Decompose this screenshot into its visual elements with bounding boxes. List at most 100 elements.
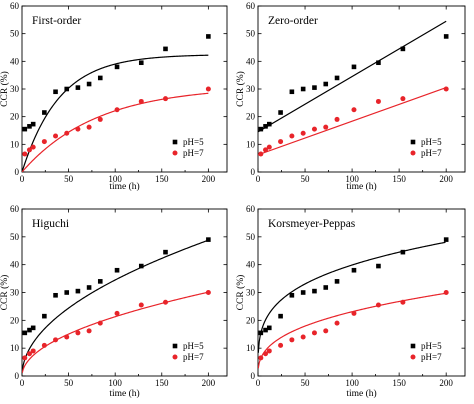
data-point — [97, 75, 103, 81]
data-point — [323, 328, 329, 334]
legend-marker — [410, 150, 416, 156]
data-point — [300, 334, 306, 340]
x-tick-label: 50 — [64, 174, 74, 184]
y-tick-label: 30 — [10, 84, 20, 94]
data-point — [311, 126, 317, 132]
legend: pH=5pH=7 — [410, 137, 442, 158]
data-point — [75, 288, 81, 294]
x-tick-label: 200 — [439, 174, 453, 184]
y-tick-label: 10 — [10, 343, 20, 353]
data-point — [30, 348, 36, 354]
x-tick-label: 200 — [439, 378, 453, 388]
data-point — [323, 124, 329, 130]
y-axis-title: CCR (%) — [235, 275, 246, 311]
data-point — [289, 89, 295, 95]
y-tick-label: 40 — [246, 260, 256, 270]
fit-curve — [258, 20, 447, 133]
data-point — [311, 330, 317, 336]
data-point — [443, 237, 449, 242]
legend-marker — [410, 139, 416, 145]
data-point — [289, 337, 295, 343]
fit-curve — [258, 292, 446, 369]
data-point — [22, 126, 28, 132]
data-point — [64, 130, 70, 136]
data-point — [163, 299, 168, 305]
x-tick-label: 200 — [202, 378, 216, 388]
data-point — [42, 110, 47, 115]
series-ph7 — [22, 86, 211, 172]
data-point — [138, 60, 144, 66]
data-point — [376, 60, 381, 66]
y-tick-label: 0 — [251, 167, 256, 177]
legend-label: pH=5 — [421, 341, 442, 351]
data-point — [266, 121, 272, 127]
data-point — [75, 126, 81, 132]
chart-panel-1: 0 50 100 150 200 0 10 20 30 40 50 60 time (h) CCR (%)… — [0, 1, 228, 192]
data-point — [97, 320, 103, 326]
data-point — [30, 325, 36, 331]
data-point — [27, 327, 32, 333]
data-point — [22, 355, 28, 361]
x-axis-title: time (h) — [109, 388, 139, 399]
data-point — [351, 64, 357, 70]
data-point — [205, 290, 211, 295]
data-point — [351, 107, 357, 113]
data-point — [266, 348, 272, 354]
data-point — [138, 302, 144, 308]
data-point — [334, 75, 340, 81]
data-point — [26, 147, 32, 153]
data-point — [163, 46, 168, 52]
fit-curve — [258, 87, 447, 156]
data-point — [163, 249, 168, 255]
y-tick-label: 40 — [246, 56, 256, 66]
data-point — [278, 110, 283, 115]
x-tick-label: 50 — [301, 174, 311, 184]
data-point — [263, 327, 268, 333]
data-point — [206, 237, 211, 242]
data-point — [22, 151, 28, 157]
x-tick-label: 150 — [392, 174, 406, 184]
data-point — [278, 139, 284, 145]
data-point — [334, 116, 340, 122]
data-point — [206, 34, 211, 39]
data-point — [300, 290, 306, 295]
data-point — [163, 96, 168, 102]
y-tick-label: 50 — [10, 29, 20, 39]
legend-marker — [410, 343, 416, 349]
series-ph7 — [258, 86, 449, 157]
y-axis-title: CCR (%) — [0, 275, 10, 311]
series-ph5 — [258, 20, 449, 133]
fit-curve — [22, 291, 208, 373]
data-point — [300, 86, 306, 92]
data-point — [114, 64, 120, 70]
data-point — [400, 299, 406, 305]
legend-label: pH=7 — [183, 148, 204, 158]
y-tick-label: 0 — [15, 167, 20, 177]
data-point — [376, 263, 381, 269]
x-tick-label: 50 — [301, 378, 311, 388]
data-point — [27, 124, 32, 129]
panel-title: Zero-order — [268, 15, 318, 27]
data-point — [205, 86, 211, 92]
data-point — [263, 124, 268, 129]
data-point — [64, 290, 70, 295]
fit-curve — [22, 92, 209, 172]
y-tick-label: 20 — [10, 112, 20, 122]
x-tick-label: 50 — [64, 378, 74, 388]
data-point — [266, 144, 272, 150]
data-point — [263, 351, 269, 357]
y-tick-label: 0 — [251, 371, 256, 381]
x-tick-label: 0 — [256, 378, 261, 388]
data-point — [351, 267, 357, 273]
data-point — [258, 151, 264, 157]
legend: pH=5pH=7 — [172, 341, 204, 362]
y-tick-label: 30 — [246, 288, 256, 298]
x-tick-label: 150 — [392, 378, 406, 388]
data-point — [443, 34, 449, 39]
data-point — [138, 263, 144, 269]
x-tick-label: 100 — [108, 174, 122, 184]
y-tick-label: 40 — [10, 56, 20, 66]
data-point — [312, 85, 317, 90]
panel-title: First-order — [32, 15, 81, 27]
